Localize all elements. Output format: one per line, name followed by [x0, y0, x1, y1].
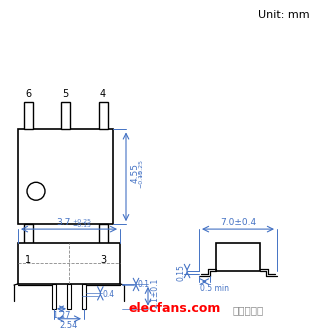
Bar	[99, 102, 107, 129]
Text: 0.15: 0.15	[176, 264, 185, 281]
Text: 1: 1	[25, 255, 31, 265]
Text: elecfans.com: elecfans.com	[129, 302, 221, 315]
Text: 6: 6	[25, 89, 31, 99]
Bar	[99, 224, 107, 252]
Text: 电子发烧友: 电子发烧友	[232, 305, 264, 315]
Text: 0.4: 0.4	[102, 290, 114, 299]
Text: 2.54: 2.54	[60, 321, 78, 330]
Bar	[18, 129, 113, 224]
Bar	[18, 243, 120, 284]
Text: 4: 4	[100, 89, 106, 99]
Text: +0.25: +0.25	[72, 219, 91, 224]
Bar	[67, 284, 71, 308]
Text: 0.1: 0.1	[138, 280, 150, 289]
Text: 4.55: 4.55	[131, 163, 140, 183]
Text: 5: 5	[62, 89, 68, 99]
Text: 1.27: 1.27	[52, 311, 71, 320]
Bar	[52, 284, 56, 308]
Bar	[24, 224, 32, 252]
Text: Unit: mm: Unit: mm	[258, 10, 310, 20]
Bar	[216, 243, 260, 271]
Text: +0.25: +0.25	[138, 159, 143, 178]
Bar	[82, 284, 86, 308]
Text: −0.15: −0.15	[138, 169, 143, 188]
Bar	[60, 102, 70, 129]
Text: 3.7: 3.7	[56, 218, 70, 227]
Bar	[24, 102, 32, 129]
Text: 2.1±0.1: 2.1±0.1	[150, 278, 159, 308]
Text: −0.15: −0.15	[72, 223, 91, 228]
Text: 0.5 min: 0.5 min	[200, 284, 229, 292]
Text: 3: 3	[100, 255, 106, 265]
Text: 7.0±0.4: 7.0±0.4	[220, 218, 256, 227]
